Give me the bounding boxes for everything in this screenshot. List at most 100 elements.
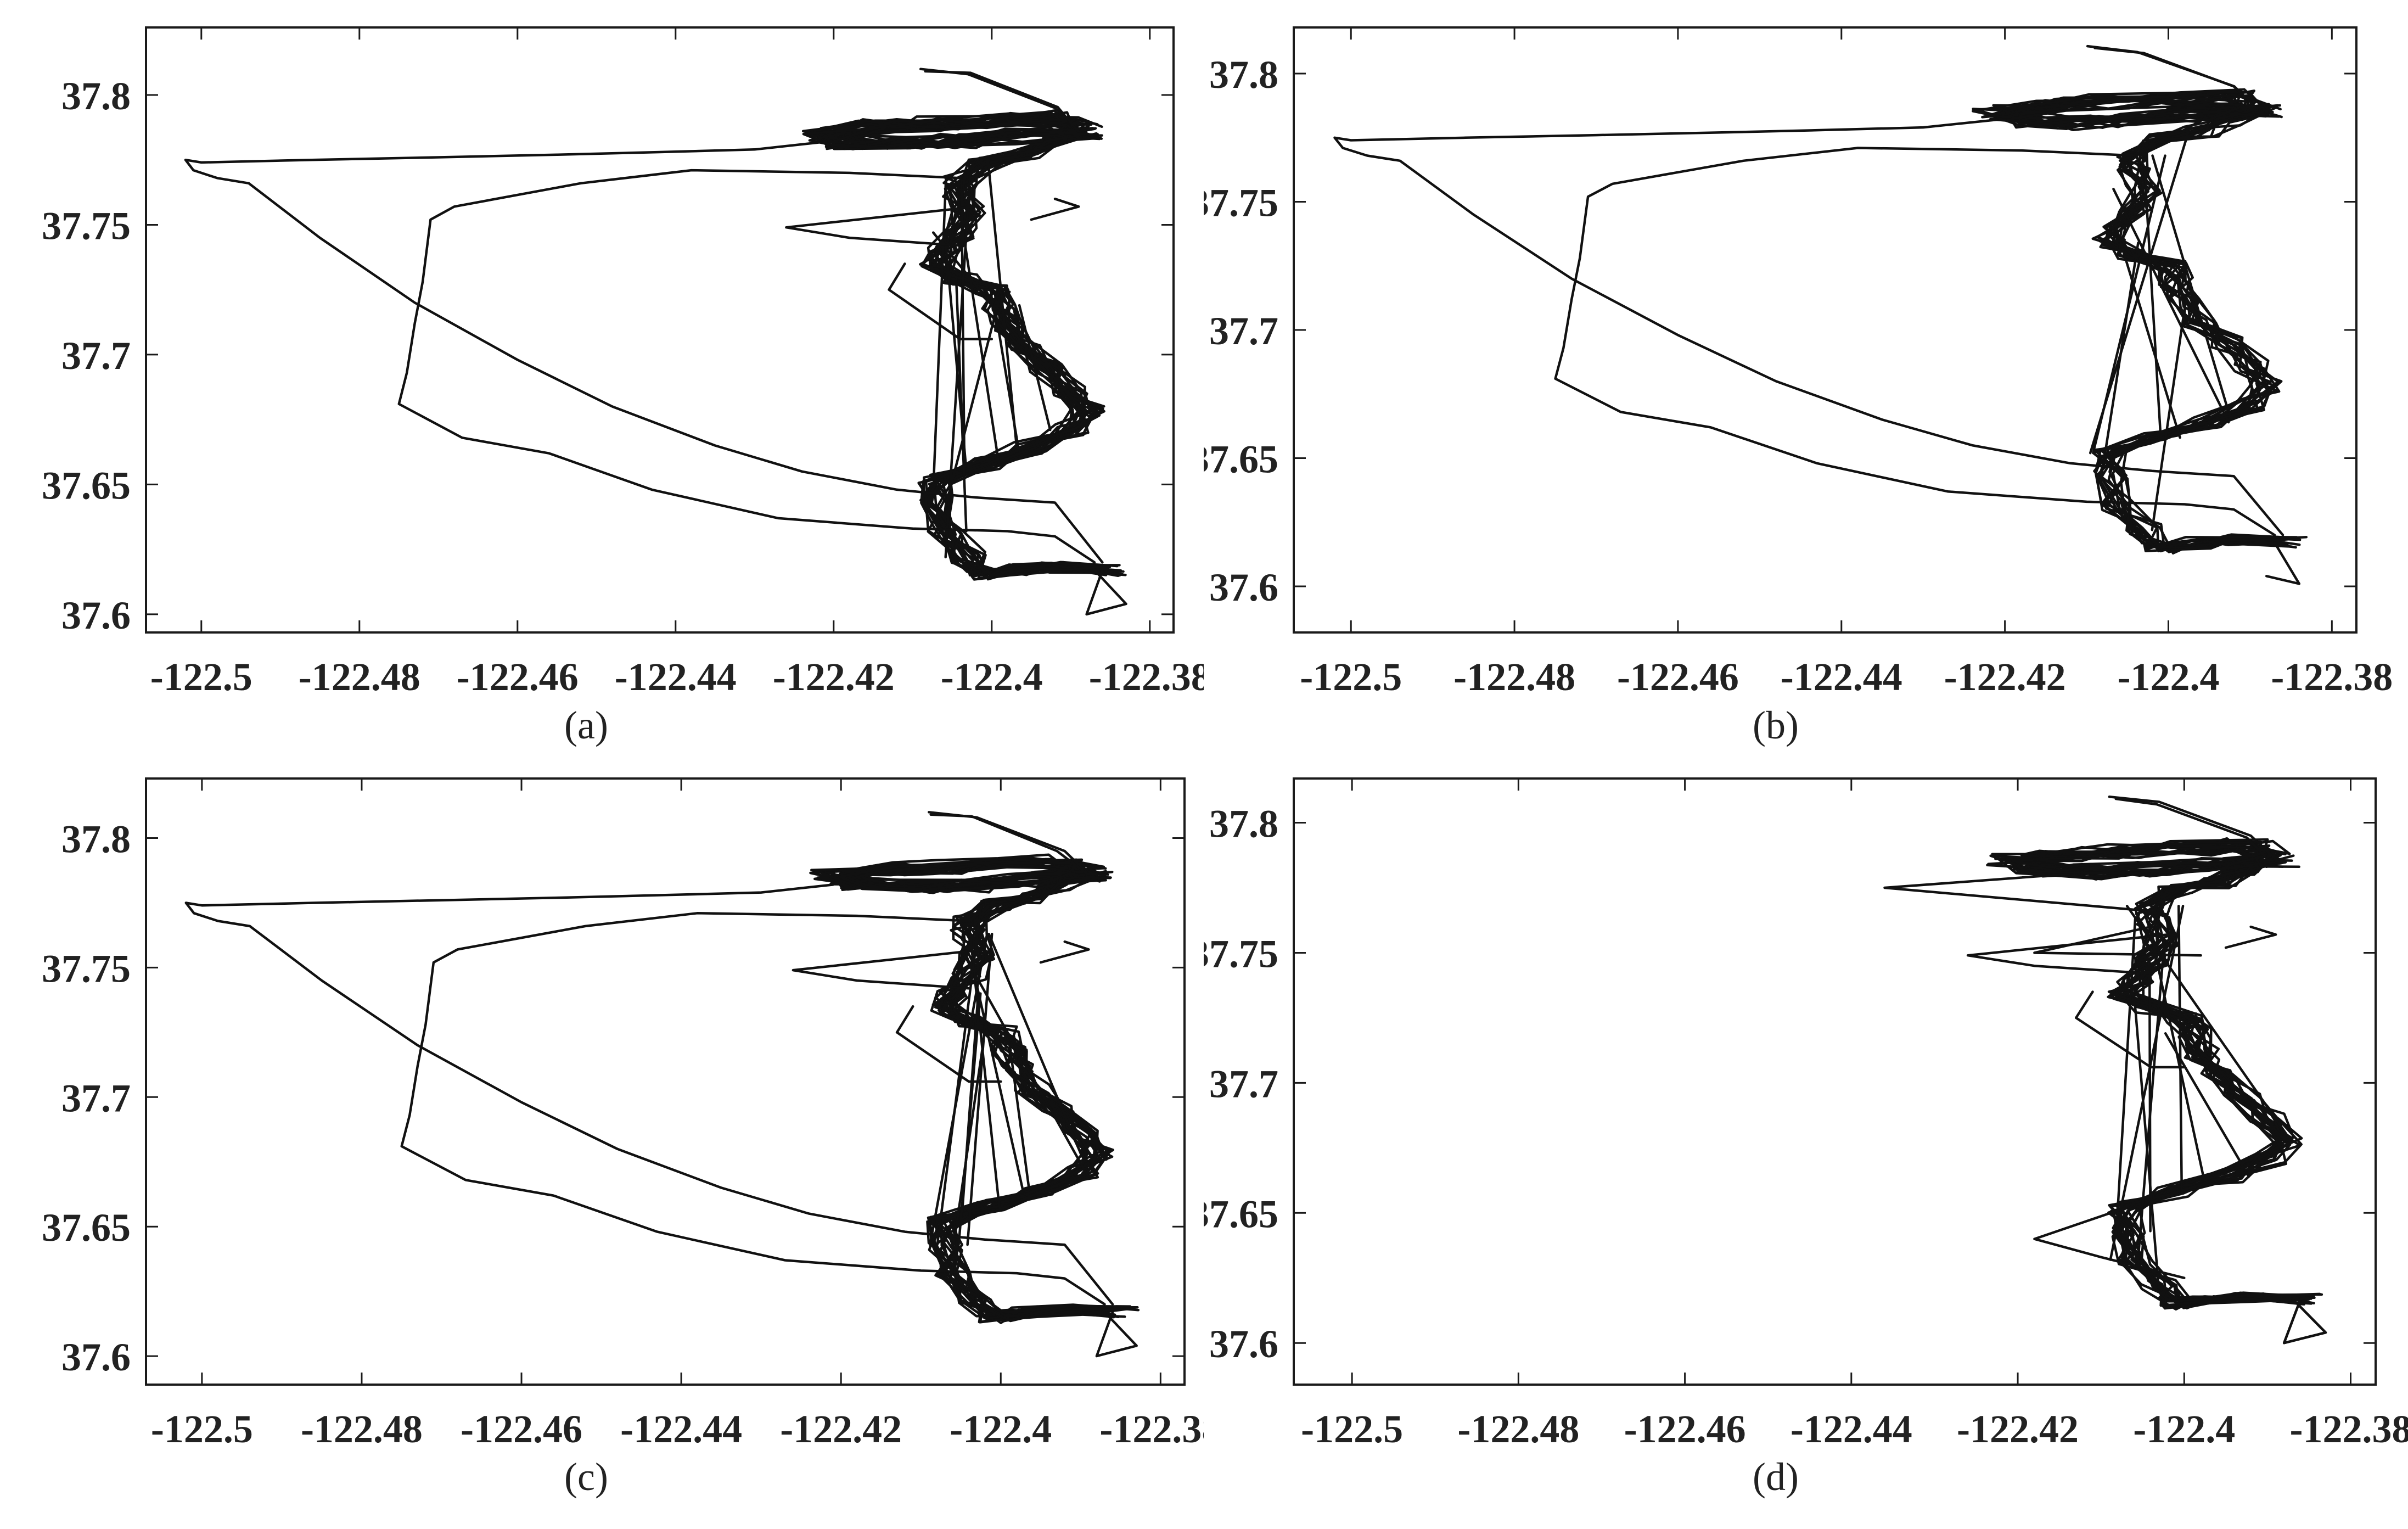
trajectory-line: [936, 135, 1096, 579]
trajectory-line: [973, 974, 1024, 1192]
y-tick-label: 37.7: [61, 334, 131, 378]
y-tick-label: 37.8: [61, 74, 131, 118]
trajectory-line: [2033, 925, 2202, 957]
trajectory-line: [963, 953, 1087, 1174]
x-tick-label: -122.46: [1617, 655, 1739, 699]
trajectory-group: [184, 811, 1140, 1358]
trajectory-line: [2086, 44, 2259, 110]
y-tick-label: 37.7: [1209, 309, 1278, 353]
y-tick-label: 37.6: [1209, 1322, 1278, 1366]
panel-b-chart: -122.5 -122.48 -122.46 -122.44 -122.42 -122.4…: [1204, 26, 2393, 747]
trajectory-line: [2001, 98, 2246, 129]
x-tick-label: -122.42: [780, 1407, 902, 1451]
trajectory-group: [184, 68, 1127, 616]
trajectory-line: [932, 177, 947, 481]
trajectory-line: [957, 992, 982, 1246]
trajectory-line: [960, 177, 966, 465]
x-tick-label: -122.4: [941, 655, 1043, 699]
trajectory-line: [924, 70, 1077, 130]
trajectory-line: [929, 813, 1088, 875]
y-tick-label: 37.65: [1204, 1192, 1278, 1236]
trajectory-line: [792, 948, 986, 990]
x-tick-label: -122.46: [457, 655, 579, 699]
panel-caption: (b): [1753, 703, 1799, 747]
y-tick-label: 37.7: [1209, 1062, 1278, 1106]
trajectory-line: [929, 869, 1112, 1324]
x-tick-label: -122.42: [1944, 655, 2066, 699]
trajectory-line: [927, 872, 1132, 1322]
trajectory-line: [1333, 118, 2284, 536]
x-tick-label: -122.48: [299, 655, 420, 699]
x-tick-label: -122.5: [150, 655, 252, 699]
trajectory-line: [2265, 541, 2301, 585]
trajectory-line: [2151, 938, 2205, 1178]
panel-caption: (d): [1753, 1455, 1799, 1499]
trajectory-line: [2010, 91, 2269, 129]
x-tick-label: -122.42: [1957, 1407, 2079, 1451]
trajectory-line: [895, 1005, 1002, 1083]
x-tick-label: -122.44: [1790, 1407, 1912, 1451]
trajectory-line: [1095, 1310, 1138, 1358]
trajectory-line: [943, 231, 967, 465]
y-tick-label: 37.6: [1209, 565, 1278, 609]
panel-d-chart: -122.5 -122.48 -122.46 -122.44 -122.42 -122.4…: [1204, 777, 2408, 1499]
x-tick-label: -122.42: [773, 655, 895, 699]
x-tick-label: -122.4: [2117, 655, 2219, 699]
x-tick-label: -122.48: [301, 1407, 423, 1451]
y-tick-label: 37.7: [61, 1076, 131, 1120]
trajectory-line: [2113, 856, 2321, 1301]
trajectory-line: [1554, 147, 2276, 536]
x-tick-label: -122.46: [461, 1407, 582, 1451]
x-tick-label: -122.48: [1453, 655, 1575, 699]
trajectory-line: [2099, 107, 2278, 552]
x-tick-label: -122.44: [615, 655, 737, 699]
y-tick-label: 37.65: [42, 1206, 131, 1250]
trajectory-line: [802, 119, 1094, 149]
trajectory-line: [2114, 797, 2270, 862]
trajectory-line: [2282, 1297, 2327, 1345]
trajectory-line: [184, 140, 1104, 564]
trajectory-line: [2159, 1006, 2286, 1141]
y-tick-label: 37.75: [42, 946, 131, 990]
y-tick-label: 37.75: [42, 204, 131, 248]
trajectory-line: [1018, 304, 1052, 432]
trajectory-line: [987, 932, 1082, 1156]
trajectory-line: [2109, 904, 2185, 1261]
y-tick-label: 37.6: [61, 593, 131, 637]
x-tick-label: -122.5: [1301, 1407, 1403, 1451]
trajectory-line: [930, 878, 1115, 1314]
plot-frame: [145, 26, 1175, 634]
x-tick-label: -122.38: [2271, 655, 2393, 699]
trajectory-line: [928, 132, 1103, 578]
trajectory-line: [2100, 241, 2140, 478]
trajectory-line: [400, 912, 1106, 1306]
trajectory-line: [2115, 917, 2137, 1233]
x-tick-label: -122.38: [2290, 1407, 2408, 1451]
trajectory-line: [2114, 226, 2181, 439]
trajectory-line: [2100, 112, 2293, 548]
trajectory-line: [2033, 1206, 2186, 1279]
trajectory-line: [2112, 187, 2230, 424]
trajectory-line: [945, 288, 1003, 504]
trajectory-line: [2098, 113, 2297, 550]
x-tick-label: -122.46: [1624, 1407, 1746, 1451]
y-tick-label: 37.75: [1204, 932, 1278, 976]
y-tick-label: 37.8: [1209, 53, 1278, 97]
trajectory-group: [1333, 44, 2308, 585]
trajectory-line: [1992, 93, 2267, 125]
trajectory-line: [785, 205, 978, 247]
plot-frame: [145, 777, 1186, 1386]
trajectory-line: [1883, 873, 2152, 912]
trajectory-line: [2074, 990, 2186, 1069]
x-tick-label: -122.44: [1781, 655, 1902, 699]
y-tick-label: 37.8: [61, 817, 131, 861]
trajectory-line: [1990, 91, 2270, 124]
trajectory-line: [966, 932, 993, 1246]
trajectory-line: [2125, 904, 2292, 1141]
trajectory-line: [2224, 925, 2277, 949]
y-tick-label: 37.8: [1209, 802, 1278, 846]
plot-frame: [1293, 777, 2377, 1386]
trajectory-line: [838, 858, 1078, 890]
trajectory-line: [2108, 795, 2277, 861]
trajectory-line: [2282, 1297, 2327, 1345]
